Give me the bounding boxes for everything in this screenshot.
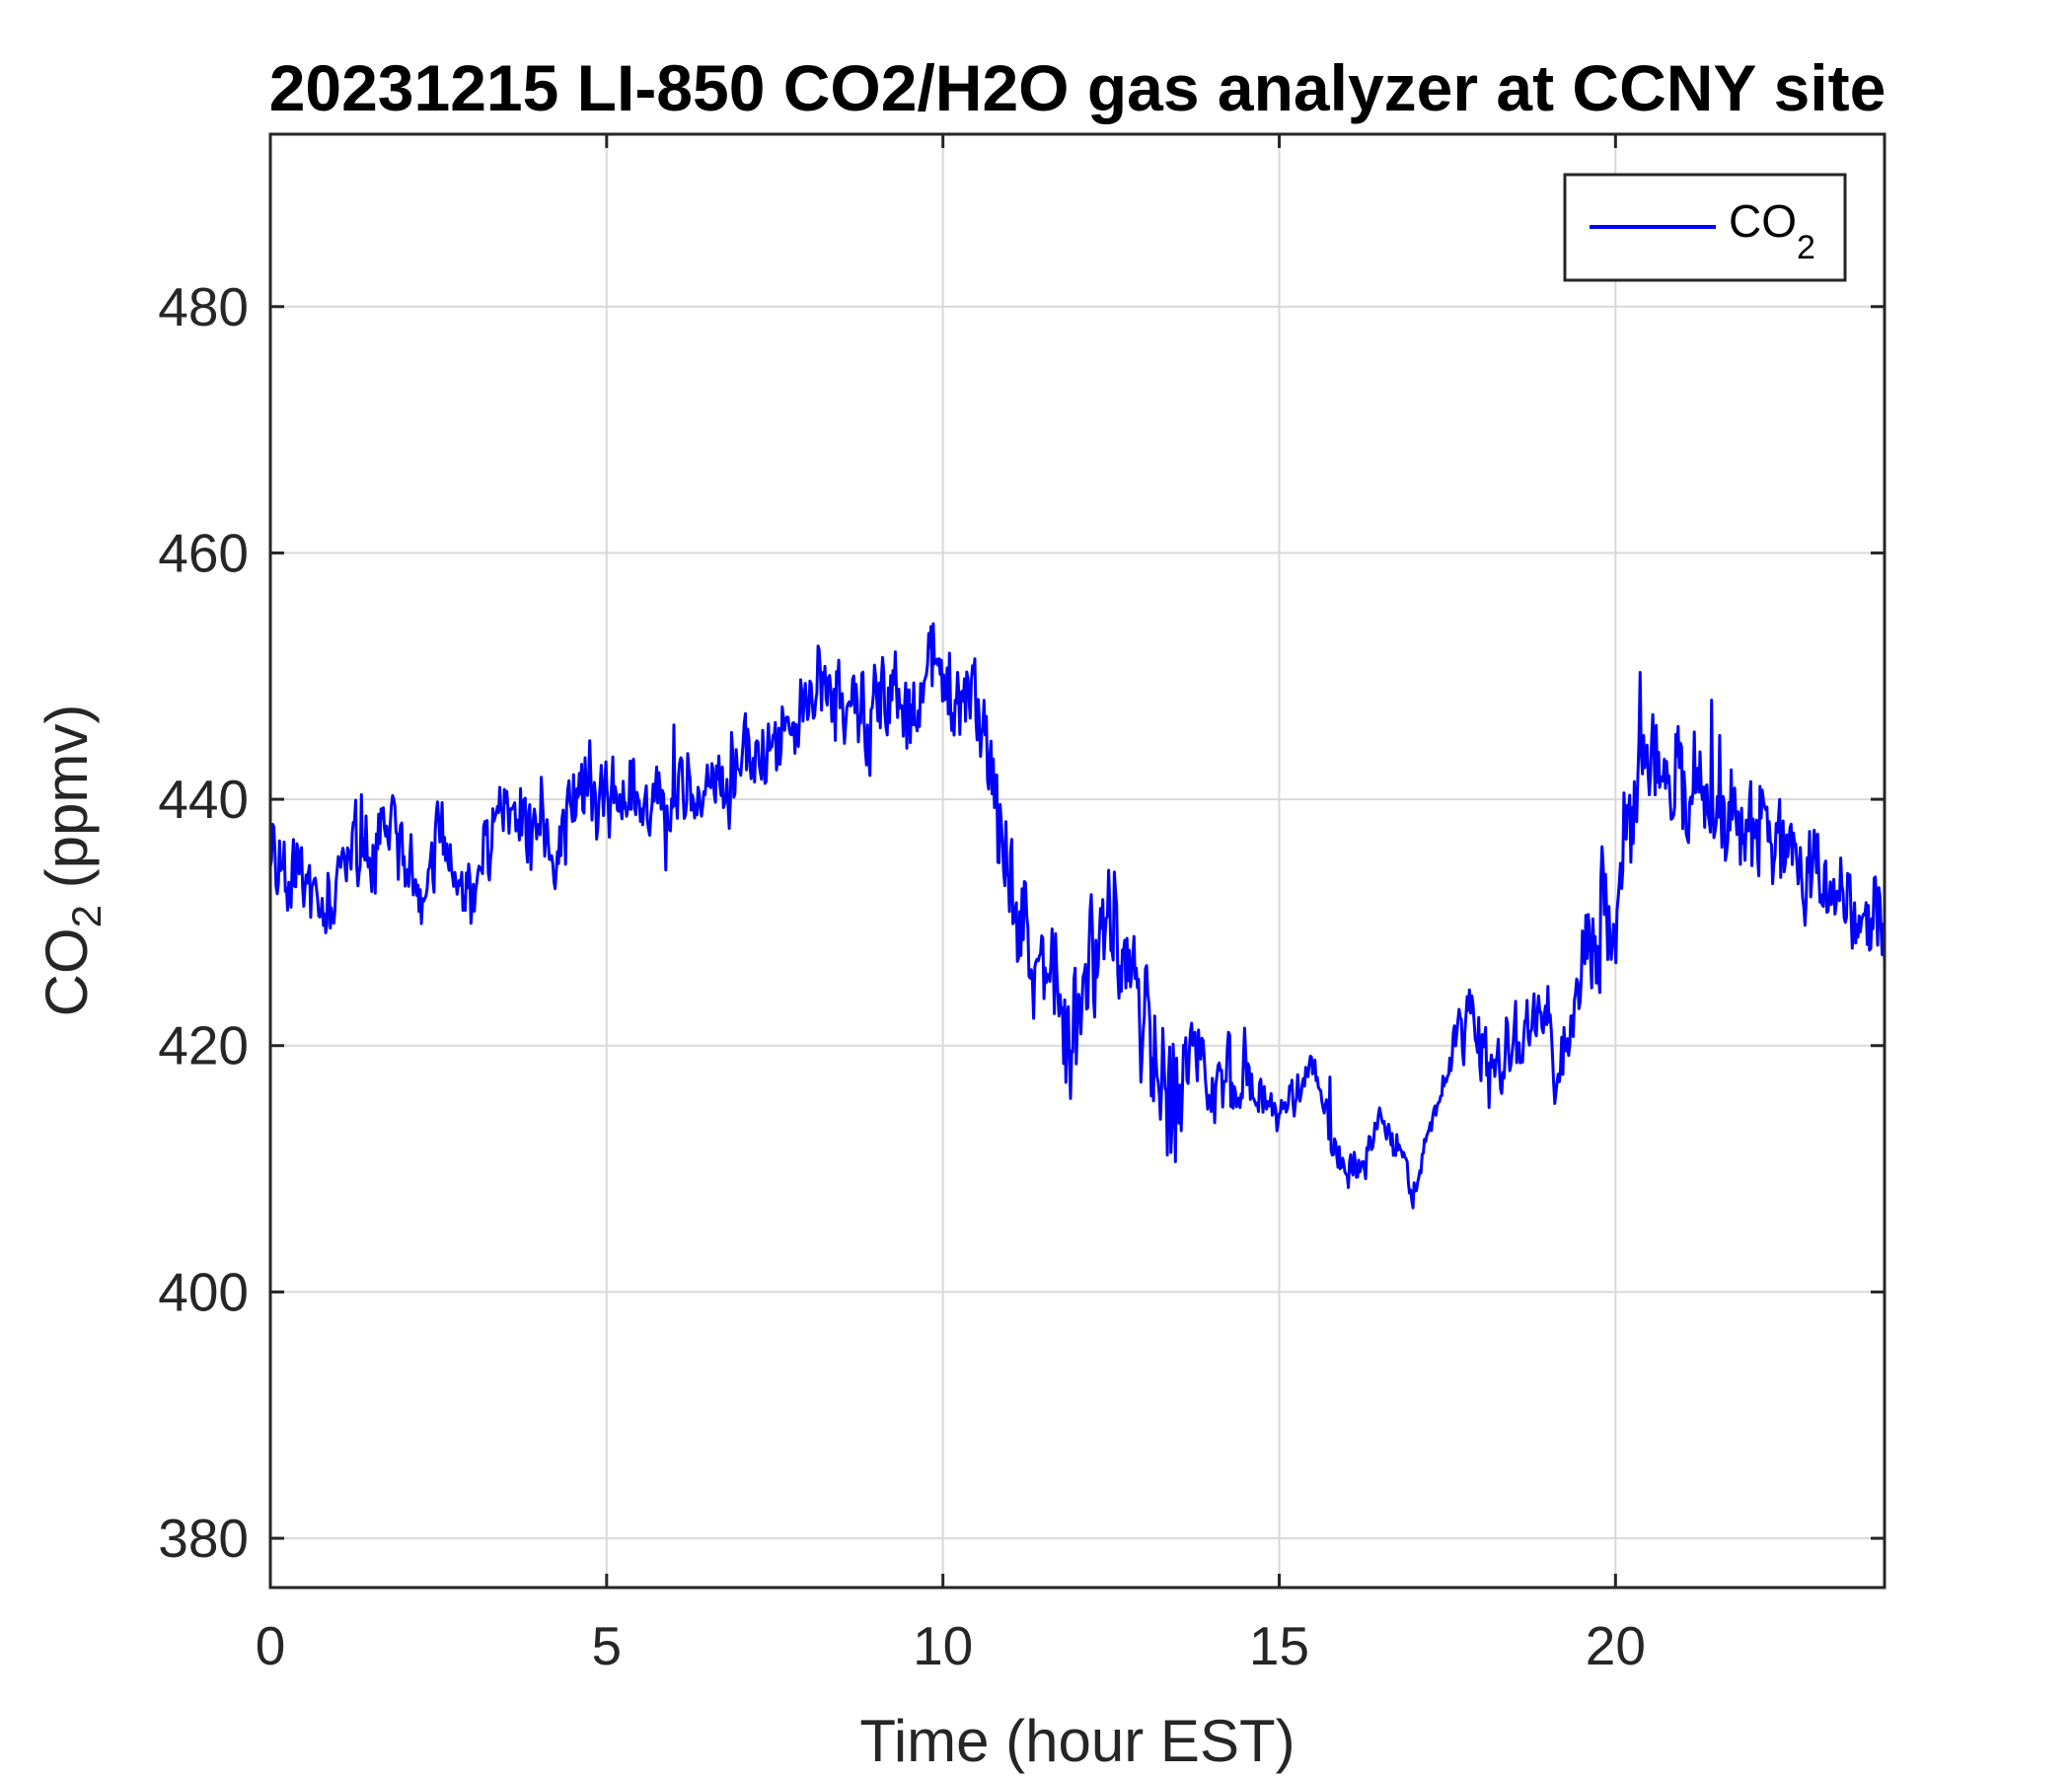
legend-label-sub: 2 [1797, 229, 1815, 266]
y-axis-label: CO2 (ppmv) [34, 704, 110, 1017]
y-tick-label: 400 [158, 1261, 249, 1322]
x-tick-labels: 0 5 10 15 20 [256, 1615, 1646, 1676]
series-layer [268, 622, 1887, 1210]
legend-label-co2: CO2 [1729, 195, 1815, 266]
x-tick-label: 0 [256, 1615, 286, 1676]
y-tick-label: 380 [158, 1508, 249, 1569]
y-tick-label: 480 [158, 276, 249, 337]
x-tick-label: 20 [1586, 1615, 1646, 1676]
y-tick-labels: 380 400 420 440 460 480 [158, 276, 249, 1569]
x-tick-label: 5 [592, 1615, 623, 1676]
y-tick-label: 460 [158, 522, 249, 583]
x-tick-label: 15 [1249, 1615, 1309, 1676]
legend: CO2 [1563, 173, 1847, 282]
y-axis-label-rest: (ppmv) [34, 704, 100, 905]
y-tick-label: 420 [158, 1015, 249, 1076]
plot-area [270, 134, 1885, 1588]
x-tick-label: 10 [913, 1615, 973, 1676]
chart-title: 20231215 LI-850 CO2/H2O gas analyzer at … [269, 51, 1887, 124]
legend-label-main: CO [1729, 195, 1797, 247]
plot-frame [268, 132, 1887, 1590]
y-axis-label-main: CO [34, 927, 100, 1016]
tick-marks [268, 134, 1885, 1588]
x-axis-label: Time (hour EST) [859, 1708, 1295, 1774]
y-tick-label: 440 [158, 769, 249, 830]
y-axis-label-sub: 2 [63, 905, 110, 927]
series-line-co2 [268, 622, 1887, 1210]
